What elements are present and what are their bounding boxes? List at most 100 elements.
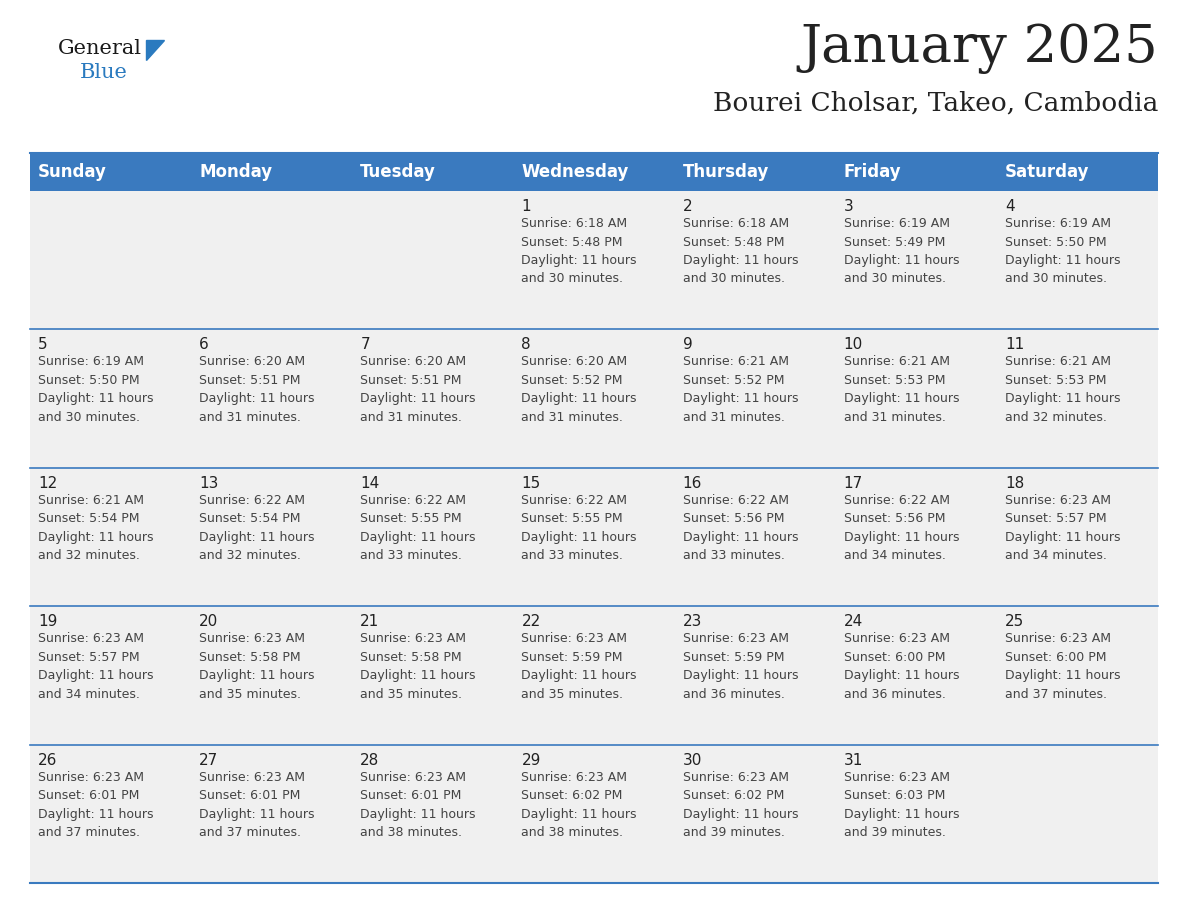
Text: 12: 12 [38, 476, 57, 491]
Text: Sunrise: 6:19 AM
Sunset: 5:50 PM
Daylight: 11 hours
and 30 minutes.: Sunrise: 6:19 AM Sunset: 5:50 PM Dayligh… [38, 355, 153, 424]
Bar [997, 191, 1158, 330]
Bar [513, 606, 675, 744]
Text: Sunrise: 6:21 AM
Sunset: 5:52 PM
Daylight: 11 hours
and 31 minutes.: Sunrise: 6:21 AM Sunset: 5:52 PM Dayligh… [683, 355, 798, 424]
Text: Sunrise: 6:23 AM
Sunset: 6:02 PM
Daylight: 11 hours
and 38 minutes.: Sunrise: 6:23 AM Sunset: 6:02 PM Dayligh… [522, 770, 637, 839]
Bar [353, 191, 513, 330]
Bar [353, 606, 513, 744]
Text: 16: 16 [683, 476, 702, 491]
Text: Sunrise: 6:20 AM
Sunset: 5:51 PM
Daylight: 11 hours
and 31 minutes.: Sunrise: 6:20 AM Sunset: 5:51 PM Dayligh… [200, 355, 315, 424]
Text: 5: 5 [38, 338, 48, 353]
Text: Sunrise: 6:20 AM
Sunset: 5:51 PM
Daylight: 11 hours
and 31 minutes.: Sunrise: 6:20 AM Sunset: 5:51 PM Dayligh… [360, 355, 475, 424]
Text: Sunrise: 6:23 AM
Sunset: 6:01 PM
Daylight: 11 hours
and 37 minutes.: Sunrise: 6:23 AM Sunset: 6:01 PM Dayligh… [200, 770, 315, 839]
Bar [675, 191, 835, 330]
Text: 13: 13 [200, 476, 219, 491]
Text: 14: 14 [360, 476, 379, 491]
Text: 23: 23 [683, 614, 702, 629]
Text: Sunrise: 6:23 AM
Sunset: 6:01 PM
Daylight: 11 hours
and 38 minutes.: Sunrise: 6:23 AM Sunset: 6:01 PM Dayligh… [360, 770, 475, 839]
Bar [835, 191, 997, 330]
Text: January 2025: January 2025 [801, 23, 1158, 73]
Text: Sunrise: 6:22 AM
Sunset: 5:56 PM
Daylight: 11 hours
and 34 minutes.: Sunrise: 6:22 AM Sunset: 5:56 PM Dayligh… [843, 494, 959, 563]
Bar [513, 744, 675, 883]
Bar [835, 744, 997, 883]
Text: Sunrise: 6:23 AM
Sunset: 6:02 PM
Daylight: 11 hours
and 39 minutes.: Sunrise: 6:23 AM Sunset: 6:02 PM Dayligh… [683, 770, 798, 839]
Text: Sunrise: 6:21 AM
Sunset: 5:53 PM
Daylight: 11 hours
and 32 minutes.: Sunrise: 6:21 AM Sunset: 5:53 PM Dayligh… [1005, 355, 1120, 424]
Text: 26: 26 [38, 753, 57, 767]
Text: Sunrise: 6:23 AM
Sunset: 5:59 PM
Daylight: 11 hours
and 36 minutes.: Sunrise: 6:23 AM Sunset: 5:59 PM Dayligh… [683, 633, 798, 700]
Bar [675, 330, 835, 468]
Text: Sunrise: 6:23 AM
Sunset: 6:00 PM
Daylight: 11 hours
and 36 minutes.: Sunrise: 6:23 AM Sunset: 6:00 PM Dayligh… [843, 633, 959, 700]
Bar [513, 468, 675, 606]
Text: 11: 11 [1005, 338, 1024, 353]
Text: Sunrise: 6:22 AM
Sunset: 5:55 PM
Daylight: 11 hours
and 33 minutes.: Sunrise: 6:22 AM Sunset: 5:55 PM Dayligh… [522, 494, 637, 563]
Text: Sunrise: 6:22 AM
Sunset: 5:56 PM
Daylight: 11 hours
and 33 minutes.: Sunrise: 6:22 AM Sunset: 5:56 PM Dayligh… [683, 494, 798, 563]
Text: 30: 30 [683, 753, 702, 767]
Text: 28: 28 [360, 753, 379, 767]
Text: 8: 8 [522, 338, 531, 353]
Bar [997, 468, 1158, 606]
Bar [835, 468, 997, 606]
Bar [835, 153, 997, 191]
Bar [30, 606, 191, 744]
Bar [835, 330, 997, 468]
Text: Sunday: Sunday [38, 163, 107, 181]
Bar [353, 153, 513, 191]
Text: 17: 17 [843, 476, 862, 491]
Text: 9: 9 [683, 338, 693, 353]
Text: 18: 18 [1005, 476, 1024, 491]
Text: 10: 10 [843, 338, 862, 353]
Text: Sunrise: 6:23 AM
Sunset: 6:00 PM
Daylight: 11 hours
and 37 minutes.: Sunrise: 6:23 AM Sunset: 6:00 PM Dayligh… [1005, 633, 1120, 700]
Text: Tuesday: Tuesday [360, 163, 436, 181]
Text: Monday: Monday [200, 163, 272, 181]
Text: Sunrise: 6:23 AM
Sunset: 5:58 PM
Daylight: 11 hours
and 35 minutes.: Sunrise: 6:23 AM Sunset: 5:58 PM Dayligh… [360, 633, 475, 700]
Bar [191, 468, 353, 606]
Bar [353, 330, 513, 468]
Text: Sunrise: 6:18 AM
Sunset: 5:48 PM
Daylight: 11 hours
and 30 minutes.: Sunrise: 6:18 AM Sunset: 5:48 PM Dayligh… [683, 217, 798, 285]
Bar [191, 191, 353, 330]
Text: Sunrise: 6:19 AM
Sunset: 5:50 PM
Daylight: 11 hours
and 30 minutes.: Sunrise: 6:19 AM Sunset: 5:50 PM Dayligh… [1005, 217, 1120, 285]
Bar [191, 153, 353, 191]
Text: 7: 7 [360, 338, 369, 353]
Text: 3: 3 [843, 199, 853, 214]
Text: 20: 20 [200, 614, 219, 629]
Polygon shape [146, 40, 164, 60]
Text: 19: 19 [38, 614, 57, 629]
Text: 4: 4 [1005, 199, 1015, 214]
Bar [675, 153, 835, 191]
Bar [30, 153, 191, 191]
Text: 22: 22 [522, 614, 541, 629]
Text: Sunrise: 6:23 AM
Sunset: 5:58 PM
Daylight: 11 hours
and 35 minutes.: Sunrise: 6:23 AM Sunset: 5:58 PM Dayligh… [200, 633, 315, 700]
Text: 25: 25 [1005, 614, 1024, 629]
Text: Sunrise: 6:20 AM
Sunset: 5:52 PM
Daylight: 11 hours
and 31 minutes.: Sunrise: 6:20 AM Sunset: 5:52 PM Dayligh… [522, 355, 637, 424]
Text: 21: 21 [360, 614, 379, 629]
Text: Sunrise: 6:22 AM
Sunset: 5:54 PM
Daylight: 11 hours
and 32 minutes.: Sunrise: 6:22 AM Sunset: 5:54 PM Dayligh… [200, 494, 315, 563]
Text: Saturday: Saturday [1005, 163, 1089, 181]
Bar [353, 468, 513, 606]
Text: Sunrise: 6:19 AM
Sunset: 5:49 PM
Daylight: 11 hours
and 30 minutes.: Sunrise: 6:19 AM Sunset: 5:49 PM Dayligh… [843, 217, 959, 285]
Bar [997, 744, 1158, 883]
Bar [30, 330, 191, 468]
Text: Sunrise: 6:23 AM
Sunset: 6:01 PM
Daylight: 11 hours
and 37 minutes.: Sunrise: 6:23 AM Sunset: 6:01 PM Dayligh… [38, 770, 153, 839]
Bar [513, 153, 675, 191]
Text: Sunrise: 6:23 AM
Sunset: 5:57 PM
Daylight: 11 hours
and 34 minutes.: Sunrise: 6:23 AM Sunset: 5:57 PM Dayligh… [1005, 494, 1120, 563]
Bar [513, 191, 675, 330]
Bar [191, 744, 353, 883]
Text: Sunrise: 6:23 AM
Sunset: 6:03 PM
Daylight: 11 hours
and 39 minutes.: Sunrise: 6:23 AM Sunset: 6:03 PM Dayligh… [843, 770, 959, 839]
Bar [191, 330, 353, 468]
Bar [675, 606, 835, 744]
Bar [30, 744, 191, 883]
Bar [997, 606, 1158, 744]
Text: Wednesday: Wednesday [522, 163, 628, 181]
Bar [835, 606, 997, 744]
Text: Sunrise: 6:21 AM
Sunset: 5:54 PM
Daylight: 11 hours
and 32 minutes.: Sunrise: 6:21 AM Sunset: 5:54 PM Dayligh… [38, 494, 153, 563]
Text: Sunrise: 6:22 AM
Sunset: 5:55 PM
Daylight: 11 hours
and 33 minutes.: Sunrise: 6:22 AM Sunset: 5:55 PM Dayligh… [360, 494, 475, 563]
Text: Thursday: Thursday [683, 163, 769, 181]
Text: Sunrise: 6:21 AM
Sunset: 5:53 PM
Daylight: 11 hours
and 31 minutes.: Sunrise: 6:21 AM Sunset: 5:53 PM Dayligh… [843, 355, 959, 424]
Bar [675, 744, 835, 883]
Text: Friday: Friday [843, 163, 902, 181]
Text: 29: 29 [522, 753, 541, 767]
Bar [997, 330, 1158, 468]
Text: 15: 15 [522, 476, 541, 491]
Bar [675, 468, 835, 606]
Bar [30, 191, 191, 330]
Text: General: General [58, 39, 143, 58]
